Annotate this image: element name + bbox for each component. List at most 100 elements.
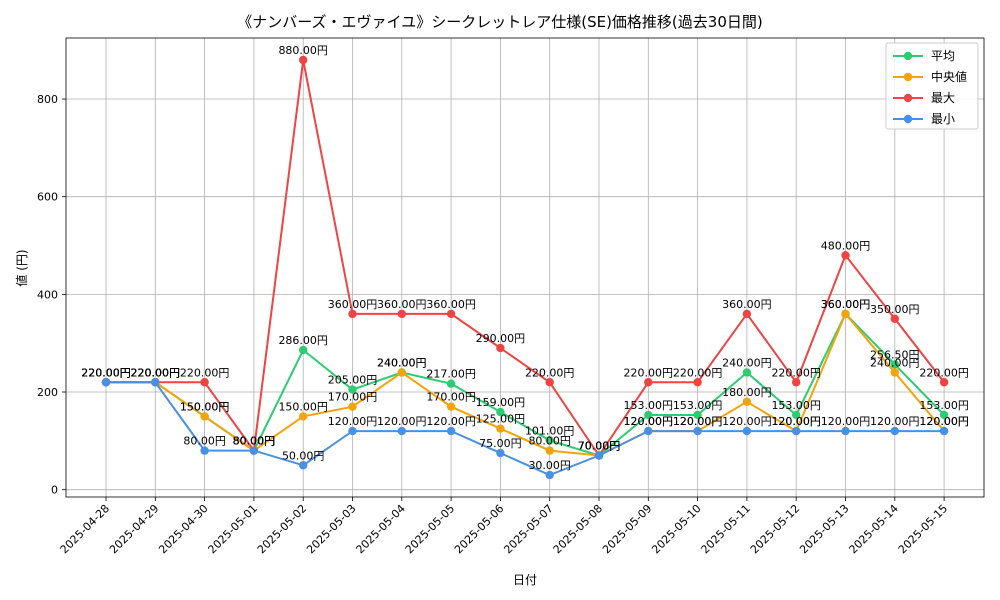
data-label: 220.00円 bbox=[131, 366, 181, 379]
x-tick-label: 2025-05-08 bbox=[551, 502, 605, 556]
data-label: 153.00円 bbox=[624, 399, 674, 412]
data-point bbox=[299, 55, 308, 65]
data-label: 120.00円 bbox=[673, 415, 723, 428]
data-label: 360.00円 bbox=[821, 298, 871, 311]
data-label: 217.00円 bbox=[426, 368, 476, 381]
grid bbox=[66, 38, 984, 497]
data-label: 360.00円 bbox=[722, 298, 772, 311]
data-point bbox=[644, 426, 653, 436]
legend-swatch-marker bbox=[903, 114, 913, 124]
legend-label: 平均 bbox=[931, 49, 955, 63]
data-label: 220.00円 bbox=[771, 366, 821, 379]
data-label: 220.00円 bbox=[180, 366, 230, 379]
data-label: 256.50円 bbox=[870, 348, 920, 361]
data-label: 220.00円 bbox=[81, 366, 131, 379]
y-tick-label: 400 bbox=[37, 288, 58, 301]
data-point bbox=[496, 407, 505, 417]
data-label: 120.00円 bbox=[328, 415, 378, 428]
legend-box bbox=[885, 42, 979, 130]
x-tick-label: 2025-05-07 bbox=[501, 502, 555, 556]
data-point bbox=[446, 309, 456, 319]
data-point bbox=[446, 426, 456, 436]
data-label: 50.00円 bbox=[282, 449, 325, 462]
data-label: 150.00円 bbox=[180, 400, 230, 413]
data-point bbox=[644, 378, 653, 387]
data-point bbox=[742, 309, 752, 319]
data-label: 70.00円 bbox=[578, 439, 621, 452]
data-point bbox=[496, 448, 505, 458]
series-group bbox=[101, 55, 949, 480]
data-point bbox=[151, 378, 160, 387]
data-label: 220.00円 bbox=[81, 366, 131, 379]
data-label: 30.00円 bbox=[528, 459, 571, 472]
data-point bbox=[348, 402, 357, 411]
data-point bbox=[939, 426, 949, 436]
x-tick-label: 2025-05-11 bbox=[699, 502, 753, 556]
data-label: 360.00円 bbox=[377, 298, 427, 311]
plot-area bbox=[65, 37, 985, 498]
data-point bbox=[545, 470, 554, 480]
series-line bbox=[106, 59, 945, 458]
data-point bbox=[397, 368, 406, 377]
data-label: 240.00円 bbox=[377, 356, 427, 369]
data-label: 205.00円 bbox=[328, 374, 378, 387]
data-label: 220.00円 bbox=[81, 366, 131, 379]
legend-label: 中央値 bbox=[931, 69, 967, 84]
data-label: 153.00円 bbox=[919, 399, 969, 412]
y-tick-label: 600 bbox=[37, 191, 58, 204]
data-label: 80.00円 bbox=[183, 435, 226, 448]
data-point bbox=[446, 402, 456, 411]
y-tick-label: 800 bbox=[37, 93, 58, 106]
data-point bbox=[545, 436, 554, 445]
data-label: 153.00円 bbox=[771, 399, 821, 412]
data-point bbox=[594, 451, 604, 460]
data-point bbox=[841, 426, 850, 436]
data-point bbox=[348, 426, 357, 436]
x-axis-title: 日付 bbox=[513, 573, 537, 587]
data-point bbox=[397, 426, 406, 436]
data-point bbox=[446, 379, 456, 388]
data-point bbox=[299, 461, 308, 470]
y-axis: 0 200 400 600 800 bbox=[37, 93, 66, 497]
data-label: 170.00円 bbox=[426, 391, 476, 404]
data-point bbox=[496, 343, 505, 353]
series-line bbox=[106, 312, 945, 457]
data-label: 120.00円 bbox=[377, 415, 427, 428]
y-axis-title: 値 (円) bbox=[14, 249, 29, 286]
data-label: 120.00円 bbox=[426, 415, 476, 428]
data-point bbox=[890, 314, 899, 323]
data-label: 80.00円 bbox=[233, 435, 276, 448]
data-point bbox=[742, 426, 752, 436]
data-label: 240.00円 bbox=[377, 356, 427, 369]
data-point bbox=[200, 412, 209, 421]
data-label: 360.00円 bbox=[328, 298, 378, 311]
series-line bbox=[106, 381, 945, 477]
data-point bbox=[890, 368, 899, 377]
data-point bbox=[890, 360, 899, 369]
data-label: 80.00円 bbox=[233, 435, 276, 448]
data-label: 120.00円 bbox=[673, 415, 723, 428]
data-point bbox=[693, 378, 702, 387]
data-label: 220.00円 bbox=[624, 366, 674, 379]
x-tick-label: 2025-05-10 bbox=[649, 502, 703, 556]
data-point bbox=[496, 424, 505, 433]
data-point bbox=[249, 446, 259, 455]
data-point bbox=[841, 251, 850, 260]
x-tick-label: 2025-05-02 bbox=[255, 502, 309, 556]
data-label: 159.00円 bbox=[476, 396, 526, 409]
data-label: 350.00円 bbox=[870, 303, 920, 316]
legend-swatch-marker bbox=[903, 51, 913, 61]
data-point bbox=[939, 378, 949, 387]
data-point bbox=[101, 378, 111, 387]
data-point bbox=[693, 410, 702, 420]
x-tick-label: 2025-05-05 bbox=[403, 502, 457, 556]
data-label: 80.00円 bbox=[233, 435, 276, 448]
x-tick-label: 2025-05-01 bbox=[206, 502, 260, 556]
data-label: 220.00円 bbox=[673, 366, 723, 379]
data-label: 480.00円 bbox=[821, 239, 871, 252]
data-point bbox=[299, 345, 308, 355]
data-label: 220.00円 bbox=[131, 366, 181, 379]
data-label: 120.00円 bbox=[771, 415, 821, 428]
